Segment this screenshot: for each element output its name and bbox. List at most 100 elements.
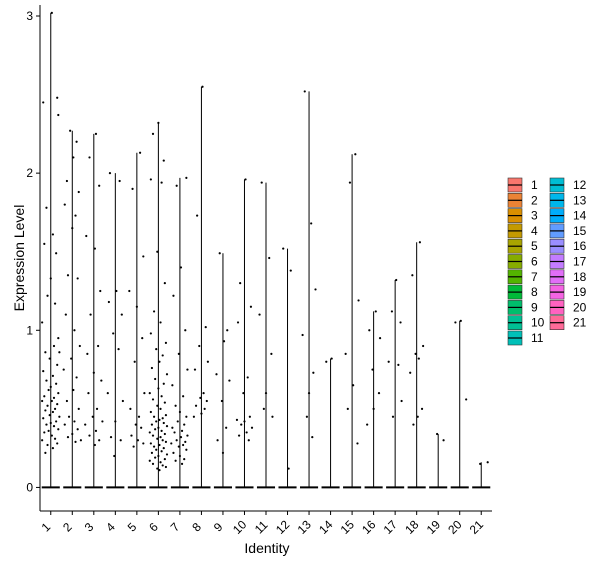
point [164, 414, 168, 417]
x-tick-label: 11 [252, 518, 271, 537]
point [289, 269, 292, 272]
legend-item-21: 21 [549, 315, 587, 331]
point [162, 447, 165, 450]
legend-label: 15 [573, 224, 587, 238]
point [416, 415, 419, 418]
point [148, 459, 151, 462]
point [414, 352, 417, 355]
point [64, 313, 67, 316]
x-tick-label: 7 [168, 520, 183, 535]
point [86, 352, 89, 355]
point [89, 313, 92, 316]
legend-item-17: 17 [549, 254, 587, 269]
legend-label: 12 [573, 178, 587, 192]
point [330, 357, 333, 360]
point [163, 282, 166, 285]
point [356, 442, 359, 445]
point [142, 255, 145, 258]
x-tick-label: 16 [359, 517, 379, 537]
point [63, 423, 66, 426]
point [161, 464, 164, 467]
legend-label: 9 [531, 300, 538, 314]
point [151, 462, 155, 465]
point [148, 392, 151, 395]
point [72, 156, 75, 159]
point [109, 436, 113, 439]
point [204, 326, 207, 329]
point [42, 417, 45, 420]
point [247, 439, 250, 442]
legend-item-2: 2 [507, 193, 538, 208]
point [65, 179, 69, 183]
point [95, 407, 99, 410]
x-axis-title: Identity [244, 540, 289, 556]
point [50, 399, 53, 403]
point [130, 434, 133, 437]
point [46, 443, 49, 447]
point [94, 132, 98, 135]
point [55, 420, 58, 423]
point [155, 448, 158, 451]
point [465, 398, 468, 401]
point [53, 302, 57, 305]
point [155, 420, 158, 423]
point [51, 447, 55, 450]
point [236, 321, 240, 324]
point [47, 388, 50, 392]
point [159, 461, 162, 464]
point [88, 434, 91, 437]
point [243, 420, 246, 423]
legend-label: 3 [531, 209, 538, 223]
point [174, 404, 177, 407]
x-tick-label: 19 [424, 517, 444, 537]
point [46, 294, 49, 297]
point [112, 332, 115, 335]
point [58, 415, 61, 418]
point [157, 121, 160, 124]
point [156, 467, 159, 470]
legend-label: 1 [531, 178, 538, 192]
point [171, 426, 174, 429]
point [157, 454, 160, 458]
point [176, 420, 179, 423]
point [48, 414, 51, 417]
point [436, 432, 439, 436]
point [205, 399, 208, 403]
x-tick-label: 18 [402, 517, 422, 537]
x-tick-label: 2 [60, 520, 75, 535]
point [49, 421, 52, 425]
point [79, 439, 82, 442]
point [91, 415, 94, 418]
point [155, 348, 158, 351]
point [186, 368, 189, 371]
point [420, 407, 424, 410]
legend-item-5: 5 [507, 238, 538, 254]
point [260, 181, 263, 184]
point [44, 451, 47, 454]
point [357, 299, 360, 302]
point [152, 310, 156, 313]
legend-label: 11 [531, 331, 544, 345]
point [49, 385, 52, 388]
point [442, 439, 445, 442]
point [301, 333, 304, 337]
point [179, 436, 183, 439]
point [240, 423, 243, 426]
point [52, 344, 56, 348]
x-tick-label: 20 [445, 517, 465, 537]
point [46, 404, 49, 407]
point [88, 156, 91, 159]
point [165, 453, 169, 456]
point [134, 423, 137, 426]
legend-item-14: 14 [549, 208, 587, 223]
point [57, 337, 60, 340]
point [206, 360, 209, 363]
legend-item-7: 7 [507, 269, 538, 285]
legend-item-15: 15 [549, 223, 587, 239]
point [282, 247, 285, 250]
x-tick-label: 3 [82, 520, 97, 535]
point [150, 366, 154, 370]
point [51, 374, 55, 377]
point [417, 357, 420, 360]
